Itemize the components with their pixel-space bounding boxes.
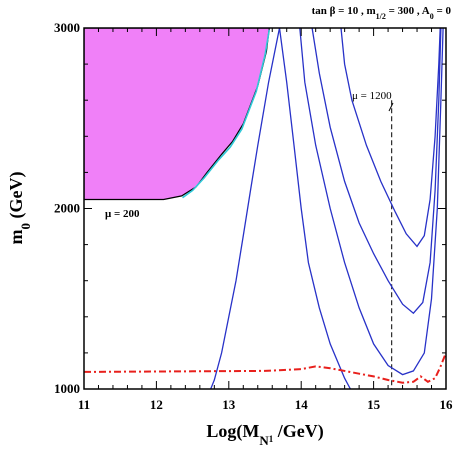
excluded-region xyxy=(84,28,270,201)
x-tick-label: 14 xyxy=(295,397,309,412)
boundary-band xyxy=(182,29,271,199)
annotation-mu-1200-pointer xyxy=(388,102,394,112)
plot-area xyxy=(84,28,446,389)
axis-ticks: 11 12 13 14 15 16 1000 2000 3000 xyxy=(54,20,453,412)
contour-line-2 xyxy=(278,28,351,389)
x-tick-label: 12 xyxy=(150,397,163,412)
contour-line-1 xyxy=(210,28,281,389)
red-limit-line xyxy=(84,352,446,384)
annotation-mu-200: μ = 200 xyxy=(105,208,140,220)
contour-line-5 xyxy=(299,28,444,376)
chart-title: tan β = 10 , m1/2 = 300 , A0 = 0 xyxy=(312,5,452,21)
y-tick-label: 1000 xyxy=(54,381,80,396)
x-tick-label: 16 xyxy=(440,397,454,412)
x-tick-label: 13 xyxy=(222,397,236,412)
y-axis-label: m0 (GeV) xyxy=(6,172,33,245)
contour-line-4 xyxy=(311,28,442,315)
y-tick-label: 3000 xyxy=(54,20,80,35)
x-tick-label: 11 xyxy=(78,397,90,412)
contour-line-3 xyxy=(340,28,441,248)
y-tick-label: 2000 xyxy=(54,201,80,216)
x-axis-label: Log(MN1 /GeV) xyxy=(206,421,323,448)
annotation-mu-1200: μ = 1200 xyxy=(352,90,392,102)
x-tick-label: 15 xyxy=(367,397,381,412)
